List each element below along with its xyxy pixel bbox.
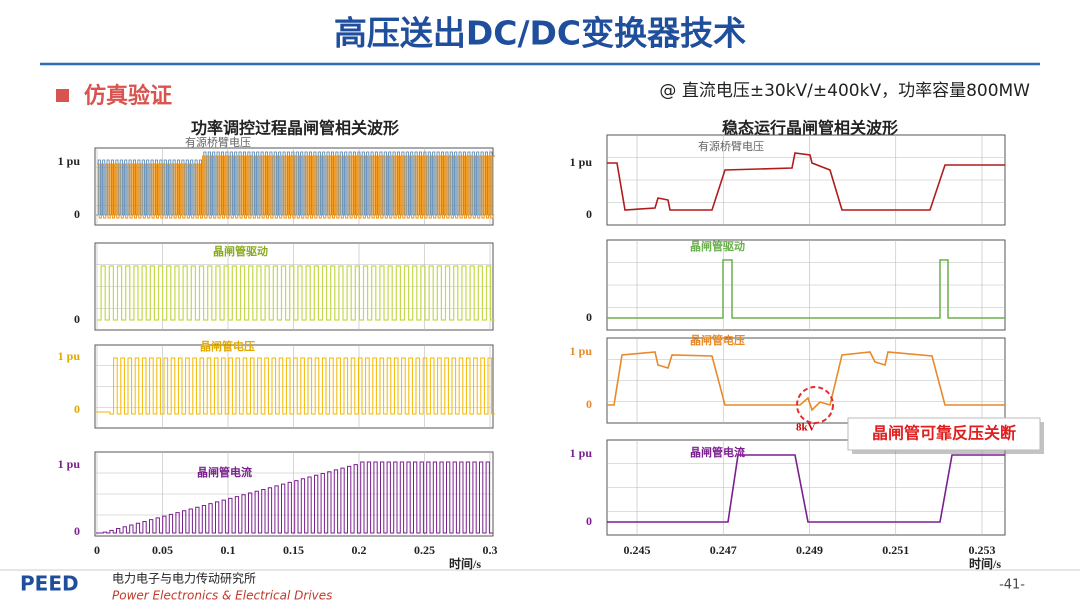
waveform [96,461,493,534]
plot-label: 有源桥臂电压 [185,135,251,149]
x-tick-label: 0 [94,543,100,557]
waveform [607,152,1005,211]
slide-title: 高压送出DC/DC变换器技术 [334,14,746,53]
x-axis-label: 时间/s [969,556,1001,571]
plot-label: 有源桥臂电压 [698,139,764,153]
y-label: 1 pu [570,155,593,169]
waveform [97,265,495,321]
plot-label: 晶闸管电压 [200,339,255,353]
y-label: 0 [586,207,592,221]
x-tick-label: 0.247 [710,543,737,557]
footer-logo: PEED [20,572,79,596]
y-label: 0 [74,402,80,416]
plot-label: 晶闸管电流 [690,445,745,459]
y-label: 0 [74,524,80,538]
x-tick-label: 0.3 [483,543,498,557]
y-label: 0 [586,310,592,324]
x-tick-label: 0.15 [283,543,304,557]
waveform [607,454,1005,523]
x-tick-label: 0.251 [882,543,909,557]
y-label: 1 pu [570,344,593,358]
y-label: 1 pu [58,349,81,363]
section-title: 仿真验证 [84,83,172,109]
x-tick-label: 0.2 [352,543,367,557]
x-tick-label: 0.245 [624,543,651,557]
waveform [607,259,1005,319]
y-label: 1 pu [58,154,81,168]
left-panel-title: 功率调控过程晶闸管相关波形 [191,119,399,138]
annotation: 8kV [796,422,816,434]
y-label: 0 [74,207,80,221]
plot-label: 晶闸管电流 [197,465,252,479]
y-label: 0 [74,312,80,326]
plot-label: 晶闸管驱动 [690,239,745,253]
x-tick-label: 0.25 [414,543,435,557]
x-tick-label: 0.1 [221,543,236,557]
callout-box [847,417,1041,451]
callout-text: 晶闸管可靠反压关断 [872,424,1016,443]
footer-org-en: Power Electronics & Electrical Drives [112,589,332,603]
plot-label: 晶闸管电压 [690,333,745,347]
y-label: 1 pu [58,457,81,471]
x-tick-label: 0.253 [969,543,996,557]
waveform [96,357,496,415]
footer-org: 电力电子与电力传动研究所 [112,571,256,586]
right-panel-title: 稳态运行晶闸管相关波形 [722,119,898,138]
y-label: 1 pu [570,446,593,460]
x-tick-label: 0.249 [796,543,823,557]
condition: @ 直流电压±30kV/±400kV，功率容量800MW [659,81,1030,101]
plot-label: 晶闸管驱动 [213,244,268,258]
x-tick-label: 0.05 [152,543,173,557]
waveform [97,155,496,219]
waveform [607,351,1005,412]
y-label: 0 [586,397,592,411]
highlight-circle [796,386,834,424]
page-number: -41- [999,578,1025,593]
x-axis-label: 时间/s [449,556,481,571]
y-label: 0 [586,514,592,528]
bullet [56,89,69,102]
